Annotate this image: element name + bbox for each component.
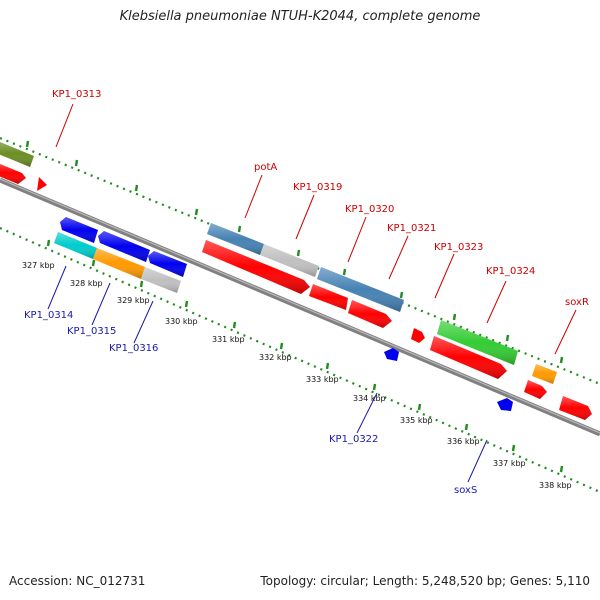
- gene-kp1-0322[interactable]: [384, 348, 399, 361]
- gene-pota[interactable]: [207, 223, 264, 255]
- label-kp1-0315: KP1_0315: [67, 326, 116, 337]
- label-kp1-0322: KP1_0322: [329, 434, 378, 445]
- label-kp1-0314: KP1_0314: [24, 310, 73, 321]
- gene-kp1-0314-cyan[interactable]: [54, 232, 97, 259]
- gene-pota-silver[interactable]: [260, 244, 319, 277]
- gene-kp1-0321[interactable]: [348, 300, 392, 328]
- label-kp1-0319: KP1_0319: [293, 182, 342, 193]
- kbp-label-336: 336 kbp: [447, 437, 480, 446]
- gene-soxr[interactable]: [524, 380, 547, 399]
- kbp-label-327: 327 kbp: [22, 261, 55, 270]
- label-kp1-0321: KP1_0321: [387, 223, 436, 234]
- gene-sox-orange[interactable]: [532, 364, 557, 384]
- kbp-label-334: 334 kbp: [353, 394, 386, 403]
- label-pota: potA: [254, 162, 277, 173]
- gene-kp1-0313[interactable]: [0, 140, 34, 167]
- gene-kp1-0314[interactable]: [60, 217, 98, 243]
- kbp-label-331: 331 kbp: [212, 335, 245, 344]
- inner-major-ticks: [46, 239, 564, 473]
- gene-kp1-0313-red[interactable]: [0, 162, 26, 184]
- label-kp1-0313: KP1_0313: [52, 89, 101, 100]
- label-kp1-0320: KP1_0320: [345, 204, 394, 215]
- map-title: Klebsiella pneumoniae NTUH-K2044, comple…: [119, 9, 481, 24]
- kbp-label-338: 338 kbp: [539, 481, 572, 490]
- gene-kp1-0319[interactable]: [202, 240, 310, 294]
- reverse-strand-genes: [54, 217, 513, 411]
- label-kp1-0323: KP1_0323: [434, 242, 483, 253]
- kbp-label-332: 332 kbp: [259, 353, 292, 362]
- gene-kp1-0320-red[interactable]: [309, 284, 348, 310]
- gene-kp1-0323[interactable]: [437, 320, 518, 365]
- gene-kp1-0324[interactable]: [430, 336, 507, 379]
- label-kp1-0316: KP1_0316: [109, 343, 158, 354]
- gene-kp1-0315-orange[interactable]: [93, 248, 145, 279]
- gene-kp1-0316-silver[interactable]: [141, 267, 181, 293]
- forward-strand-genes: [0, 140, 592, 420]
- forward-callouts: [55, 103, 577, 355]
- genome-backbone: [0, 177, 600, 437]
- gene-soxs[interactable]: [497, 398, 513, 411]
- genome-backbone-highlight: [0, 178, 600, 434]
- gene-kp1-0315[interactable]: [98, 231, 150, 262]
- kbp-label-330: 330 kbp: [165, 317, 198, 326]
- gene-kp1-0316[interactable]: [148, 251, 187, 277]
- kbp-label-333: 333 kbp: [306, 375, 339, 384]
- label-soxr: soxR: [565, 297, 589, 308]
- kbp-label-328: 328 kbp: [70, 279, 103, 288]
- gene-kp1-0320[interactable]: [317, 267, 404, 312]
- kbp-label-329: 329 kbp: [117, 296, 150, 305]
- gene-small-red-arrow[interactable]: [37, 177, 47, 191]
- topology-text: Topology: circular; Length: 5,248,520 bp…: [260, 574, 590, 588]
- kbp-label-335: 335 kbp: [400, 416, 433, 425]
- label-soxs: soxS: [454, 485, 477, 496]
- gene-kp1-0321-small[interactable]: [411, 328, 425, 343]
- kbp-label-337: 337 kbp: [493, 459, 526, 468]
- reverse-callouts: [47, 265, 488, 483]
- outer-major-ticks: [25, 140, 564, 364]
- accession-text: Accession: NC_012731: [9, 574, 146, 588]
- outer-tick-ring: [0, 136, 600, 386]
- gene-soxr-right[interactable]: [559, 396, 592, 420]
- label-kp1-0324: KP1_0324: [486, 266, 535, 277]
- inner-tick-ring: [0, 226, 600, 494]
